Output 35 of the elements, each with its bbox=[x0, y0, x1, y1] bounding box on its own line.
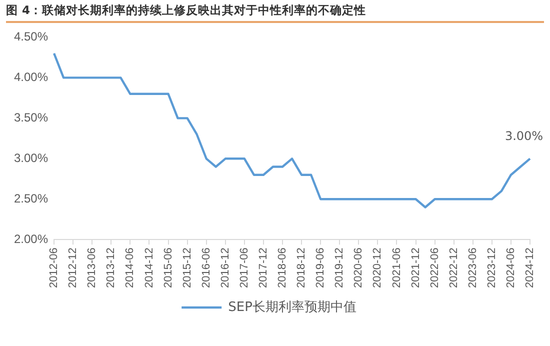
y-tick-label: 2.50% bbox=[14, 191, 48, 206]
y-tick-label: 2.00% bbox=[14, 232, 48, 246]
x-tick-label: 2022-12 bbox=[448, 248, 460, 288]
y-tick-label: 3.00% bbox=[14, 150, 48, 165]
x-tick-label: 2017-12 bbox=[257, 248, 270, 288]
y-tick-label: 4.50% bbox=[14, 30, 48, 44]
x-tick-label: 2014-06 bbox=[124, 248, 136, 288]
x-tick-label: 2012-12 bbox=[67, 248, 80, 288]
x-tick-label: 2019-06 bbox=[314, 248, 327, 288]
y-tick-label: 4.00% bbox=[14, 70, 48, 84]
x-tick-label: 2015-12 bbox=[181, 248, 194, 288]
x-tick-label: 2023-06 bbox=[466, 248, 479, 288]
data-label: 3.00% bbox=[504, 128, 544, 143]
x-tick-label: 2016-12 bbox=[219, 248, 232, 288]
x-tick-label: 2024-12 bbox=[524, 248, 536, 288]
x-tick-label: 2021-12 bbox=[410, 248, 422, 288]
x-tick-label: 2018-12 bbox=[296, 248, 308, 288]
x-tick-label: 2020-06 bbox=[352, 248, 365, 288]
x-tick-label: 2014-12 bbox=[143, 248, 156, 288]
x-tick-label: 2021-06 bbox=[390, 248, 403, 288]
x-tick-label: 2024-06 bbox=[504, 248, 517, 288]
x-tick-label: 2013-06 bbox=[86, 248, 98, 288]
x-tick-label: 2018-06 bbox=[276, 248, 289, 288]
x-tick-label: 2020-12 bbox=[372, 248, 384, 288]
chart-title: 图 4：联储对长期利率的持续上修反映出其对于中性利率的不确定性 bbox=[6, 3, 544, 23]
x-tick-label: 2017-06 bbox=[238, 248, 250, 288]
x-tick-label: 2022-06 bbox=[428, 248, 441, 288]
x-tick-label: 2015-06 bbox=[162, 248, 174, 288]
y-tick-label: 3.50% bbox=[14, 110, 48, 124]
x-tick-label: 2019-12 bbox=[334, 248, 346, 288]
legend-label: SEP长期利率预期中值 bbox=[228, 298, 356, 315]
x-tick-label: 2023-12 bbox=[486, 248, 498, 288]
x-tick-label: 2013-12 bbox=[105, 248, 118, 288]
x-tick-label: 2016-06 bbox=[200, 248, 212, 288]
x-tick-label: 2012-06 bbox=[48, 248, 60, 288]
